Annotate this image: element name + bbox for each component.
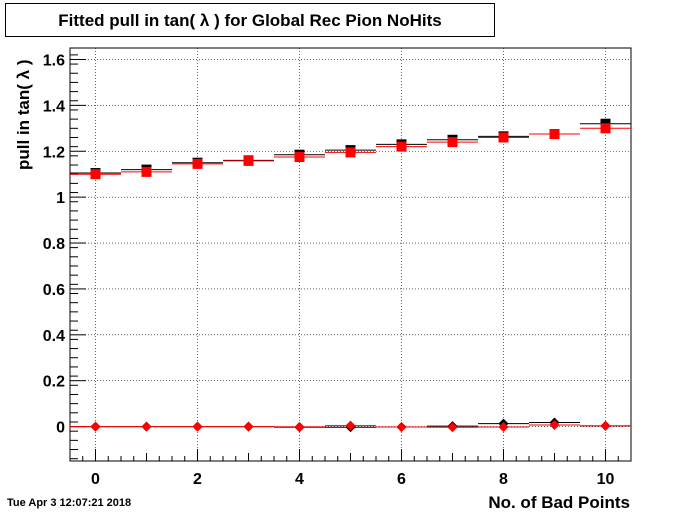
data-point	[396, 422, 407, 433]
plot-frame	[69, 47, 632, 462]
data-point	[396, 141, 407, 152]
y-tick-label: 0	[56, 420, 65, 437]
y-axis-label: pull in tan( λ )	[14, 59, 33, 171]
data-point	[600, 123, 611, 134]
data-point	[600, 420, 611, 431]
data-point	[141, 166, 152, 177]
data-point	[294, 151, 305, 162]
data-point	[243, 421, 254, 432]
data-point	[90, 421, 101, 432]
data-point	[498, 422, 509, 433]
x-axis-label: No. of Bad Points	[488, 493, 630, 512]
y-tick-label: 1	[56, 190, 65, 207]
x-tick-label: 10	[597, 471, 615, 488]
y-tick-label: 1.2	[43, 144, 65, 161]
data-point	[447, 137, 458, 148]
y-tick-label: 0.8	[43, 236, 65, 253]
data-point	[549, 419, 560, 430]
data-point	[192, 158, 203, 169]
y-tick-label: 0.6	[43, 282, 65, 299]
y-tick-label: 0.2	[43, 374, 65, 391]
data-point	[447, 422, 458, 433]
x-tick-label: 2	[193, 471, 202, 488]
data-point	[498, 132, 509, 143]
data-point	[294, 421, 305, 432]
data-point	[192, 421, 203, 432]
data-point	[141, 421, 152, 432]
data-point	[243, 155, 254, 166]
x-tick-label: 6	[397, 471, 406, 488]
y-tick-label: 1.6	[43, 52, 65, 69]
chart-title: Fitted pull in tan( λ ) for Global Rec P…	[58, 11, 442, 30]
chart-title-box: Fitted pull in tan( λ ) for Global Rec P…	[5, 3, 495, 37]
data-point	[345, 147, 356, 158]
x-tick-label: 0	[91, 471, 100, 488]
y-tick-label: 1.4	[43, 98, 65, 115]
data-point	[549, 129, 560, 140]
x-tick-label: 8	[499, 471, 508, 488]
y-tick-label: 0.4	[43, 328, 65, 345]
x-tick-label: 4	[295, 471, 304, 488]
data-point	[90, 169, 101, 180]
data-point	[345, 420, 356, 431]
timestamp: Tue Apr 3 12:07:21 2018	[7, 497, 132, 509]
